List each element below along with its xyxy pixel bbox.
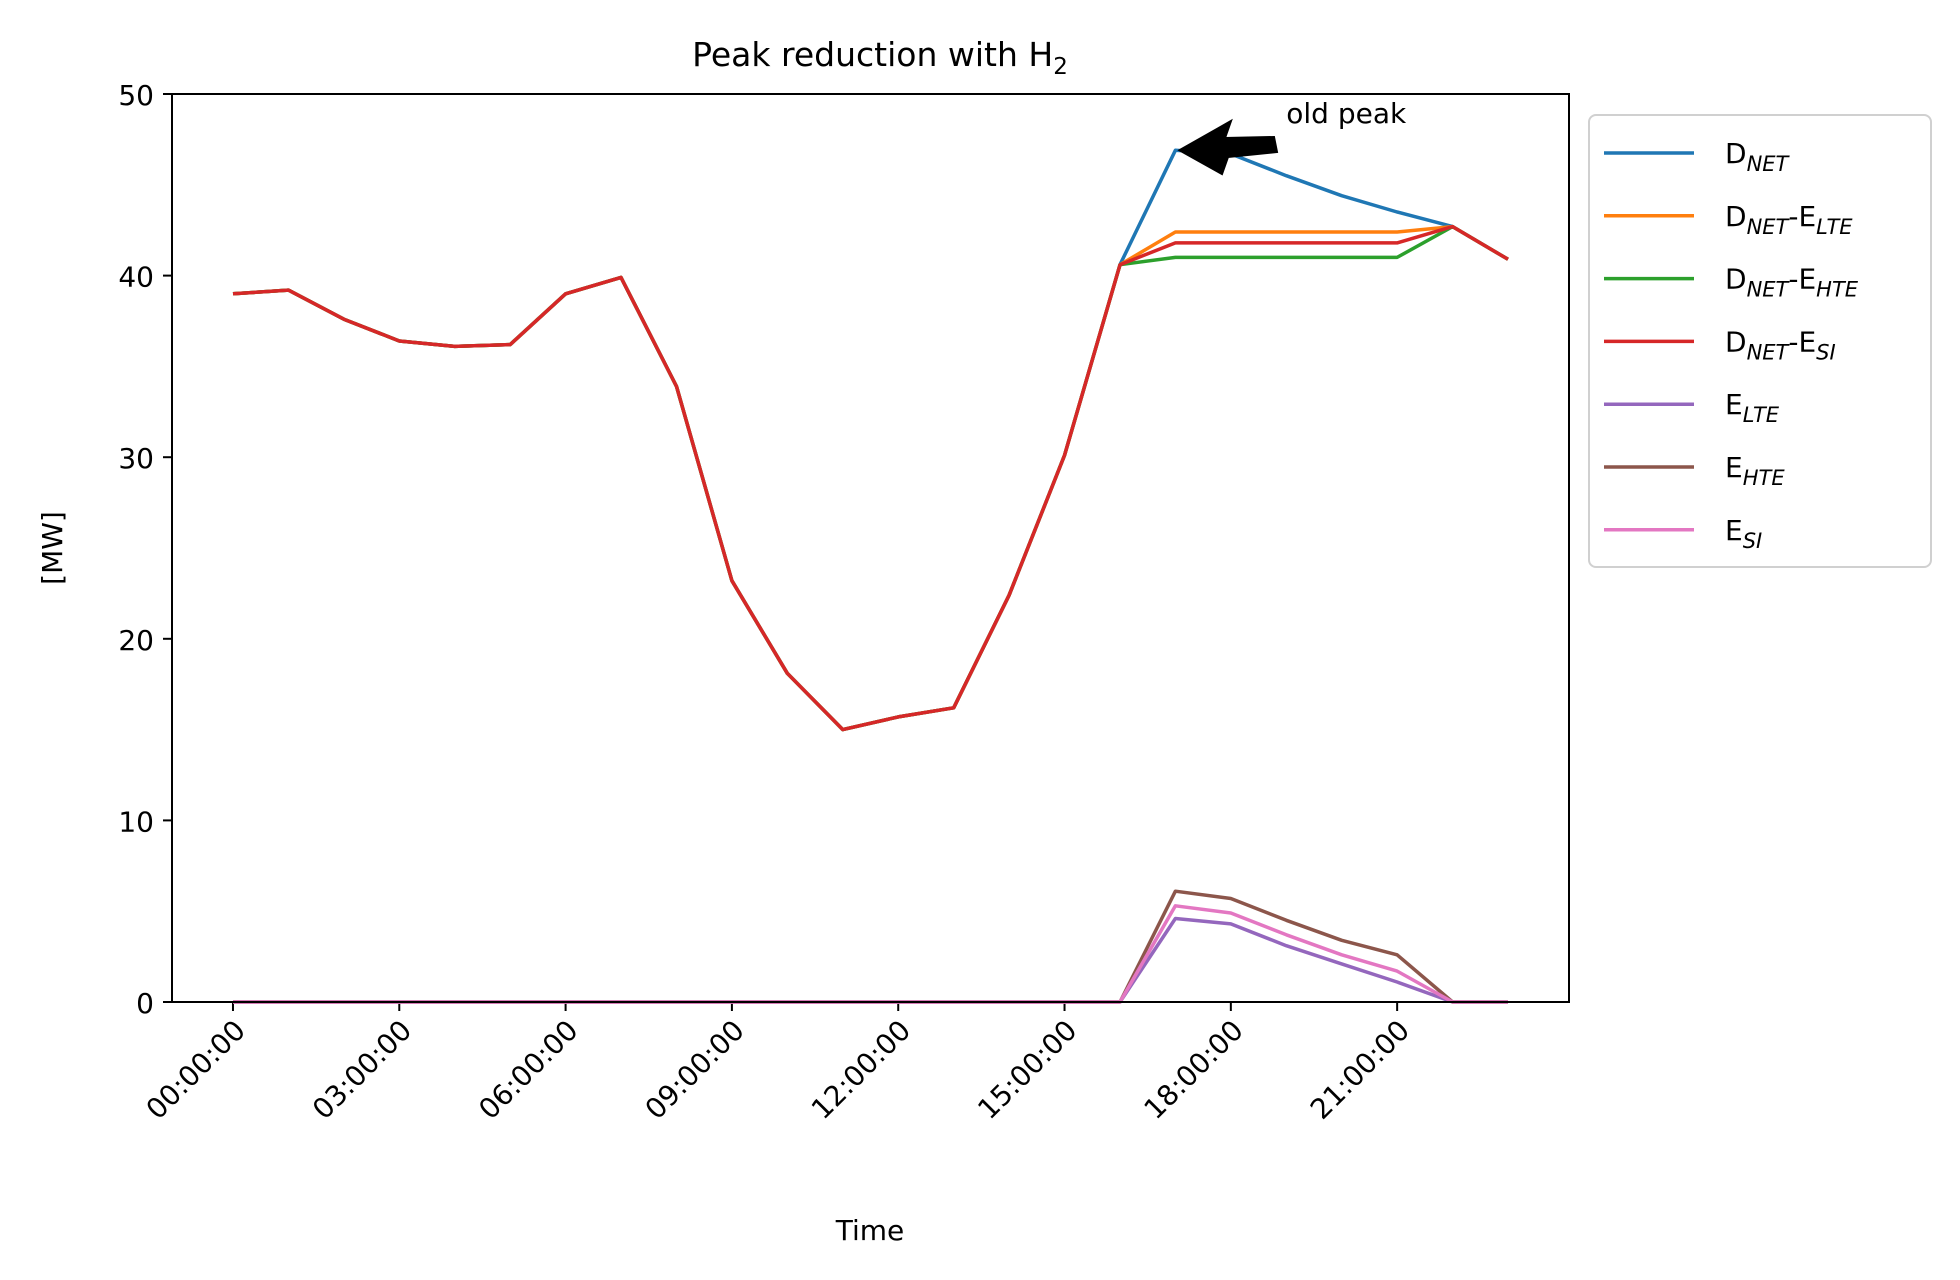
- series-line-2: [232, 224, 1509, 732]
- y-tick-label: 50: [118, 79, 154, 112]
- y-tick-label: 10: [118, 805, 154, 838]
- x-axis-label: Time: [835, 1214, 905, 1247]
- series-line-0: [232, 148, 1509, 732]
- legend-entry: ESI: [1725, 514, 1762, 553]
- x-tick-label: 06:00:00: [472, 1014, 584, 1126]
- legend-entry: DNET-ESI: [1725, 325, 1836, 364]
- legend-box: [1588, 114, 1932, 568]
- y-tick-label: 40: [118, 261, 154, 294]
- x-tick-label: 18:00:00: [1138, 1014, 1250, 1126]
- axis-ticks: 0 10 20 30 40 50 00:00:00 03:00:00 06:00:00 09:00…: [118, 79, 1416, 1126]
- legend-entry: DNET-EHTE: [1725, 263, 1859, 302]
- y-tick-label: 20: [118, 624, 154, 657]
- x-tick-label: 12:00:00: [805, 1014, 917, 1126]
- chart-title: Peak reduction with H2: [692, 35, 1068, 80]
- chart-title-subscript: 2: [1053, 54, 1068, 80]
- x-tick-label: 09:00:00: [639, 1014, 751, 1126]
- legend-entry: DNET: [1725, 137, 1791, 176]
- y-axis-label: [MW]: [36, 511, 69, 585]
- old-peak-annotation: old peak: [1177, 97, 1407, 176]
- annotation-label: old peak: [1286, 97, 1407, 130]
- x-tick-label: 21:00:00: [1304, 1014, 1416, 1126]
- legend-entry: EHTE: [1725, 451, 1785, 490]
- x-tick-label: 03:00:00: [306, 1014, 418, 1126]
- legend-entry: ELTE: [1725, 388, 1780, 427]
- legend: DNET DNET-ELTE DNET-EHTE DNET-ESI ELTE EHTE ES…: [1588, 114, 1932, 568]
- legend-entry: DNET-ELTE: [1725, 200, 1853, 239]
- plot-frame: [171, 93, 1570, 1003]
- series-line-3: [232, 224, 1509, 732]
- x-tick-label: 15:00:00: [971, 1014, 1083, 1126]
- y-tick-label: 30: [118, 442, 154, 475]
- series-line-1: [232, 224, 1509, 732]
- y-tick-label: 0: [136, 987, 154, 1020]
- series-lines: [232, 148, 1509, 1004]
- x-tick-label: 00:00:00: [140, 1014, 252, 1126]
- annotation-arrow: [1177, 118, 1279, 176]
